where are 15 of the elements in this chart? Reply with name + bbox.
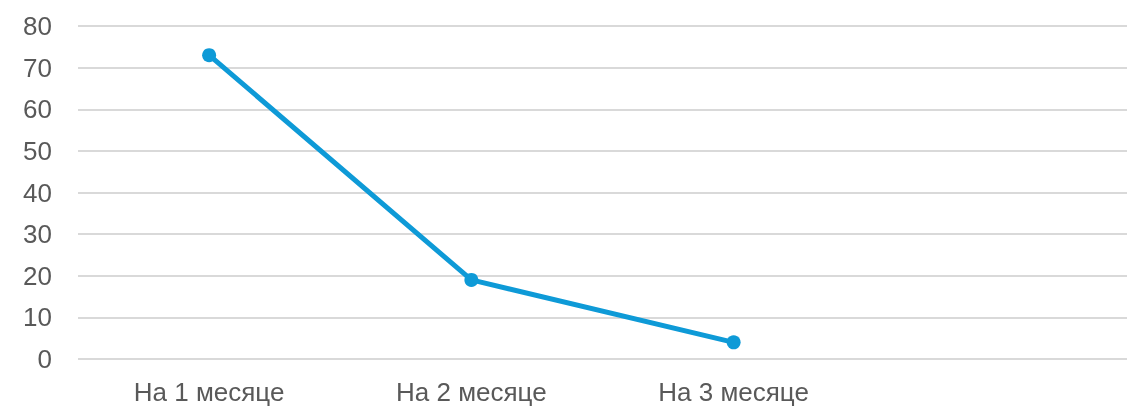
x-tick-label: На 1 месяце <box>133 377 285 407</box>
point <box>202 48 217 63</box>
y-tick-label: 70 <box>23 52 52 83</box>
y-tick-label: 80 <box>23 11 52 41</box>
y-tick-label: 40 <box>23 177 52 208</box>
y-tick-label: 20 <box>23 260 52 291</box>
y-tick-label: 0 <box>37 344 52 374</box>
point <box>464 272 479 287</box>
x-tick-label: На 2 месяце <box>396 377 547 407</box>
y-tick-label: 10 <box>23 302 52 333</box>
y-tick-label: 60 <box>23 94 52 125</box>
y-tick-label: 50 <box>23 135 52 166</box>
y-tick-label: 30 <box>23 219 52 250</box>
x-tick-label: На 3 месяце <box>658 377 809 407</box>
point <box>726 335 741 350</box>
